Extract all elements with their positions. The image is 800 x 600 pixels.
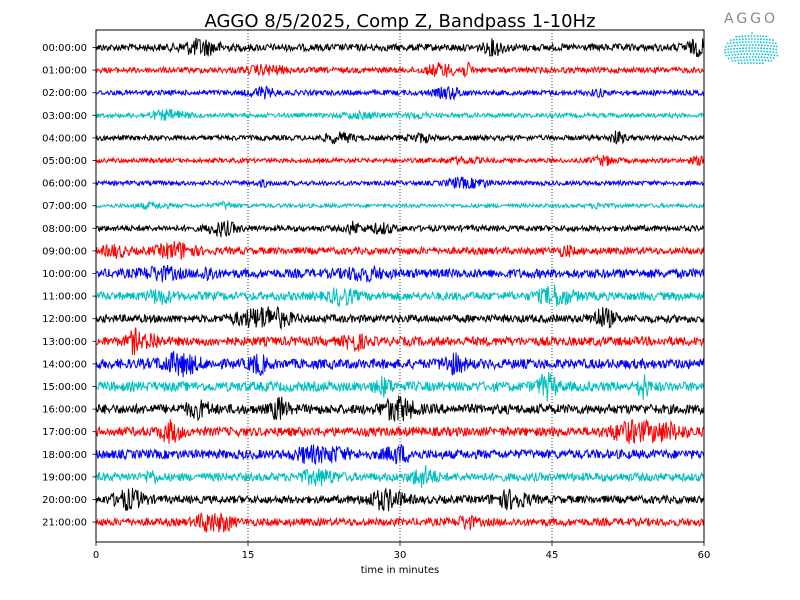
y-tick-label: 15:00:00 (42, 382, 87, 393)
chart-title: AGGO 8/5/2025, Comp Z, Bandpass 1-10Hz (204, 11, 595, 32)
trace-12-00-00 (95, 305, 705, 330)
trace-03-00-00 (95, 109, 705, 121)
trace-04-00-00 (95, 130, 705, 145)
y-tick-label: 00:00:00 (42, 43, 87, 54)
trace-14-00-00 (95, 350, 705, 378)
trace-rows (95, 37, 705, 533)
trace-07-00-00 (95, 200, 705, 211)
x-axis-label: time in minutes (361, 565, 440, 576)
trace-15-00-00 (95, 372, 705, 402)
trace-17-00-00 (95, 418, 705, 445)
plot-frame (95, 29, 705, 543)
y-tick-label: 08:00:00 (42, 224, 87, 235)
x-tick-label: 60 (698, 550, 711, 561)
y-tick-label: 11:00:00 (42, 292, 87, 303)
y-tick-label: 06:00:00 (42, 179, 87, 190)
y-tick-label: 13:00:00 (42, 337, 87, 348)
trace-16-00-00 (95, 395, 705, 422)
y-tick-labels: 00:00:00 01:00:00 02:00:00 03:00:00 04:00:00… (42, 43, 96, 529)
trace-11-00-00 (95, 284, 705, 307)
trace-10-00-00 (95, 264, 705, 284)
trace-01-00-00 (95, 61, 705, 79)
trace-02-00-00 (95, 85, 705, 101)
y-tick-label: 01:00:00 (42, 66, 87, 77)
logo-text: AGGO (724, 11, 778, 27)
y-tick-label: 12:00:00 (42, 314, 87, 325)
y-tick-label: 05:00:00 (42, 156, 87, 167)
y-tick-label: 07:00:00 (42, 201, 87, 212)
y-tick-label: 02:00:00 (42, 88, 87, 99)
trace-08-00-00 (95, 220, 705, 238)
y-tick-label: 19:00:00 (42, 472, 87, 483)
y-tick-label: 17:00:00 (42, 427, 87, 438)
y-tick-label: 10:00:00 (42, 269, 87, 280)
trace-13-00-00 (95, 327, 705, 355)
trace-19-00-00 (95, 465, 705, 488)
x-ticks: 0 15 30 45 60 (93, 542, 711, 561)
y-tick-label: 03:00:00 (42, 111, 87, 122)
aggo-logo: AGGO (724, 11, 779, 65)
y-tick-label: 16:00:00 (42, 405, 87, 416)
x-tick-label: 45 (546, 550, 559, 561)
y-tick-label: 14:00:00 (42, 359, 87, 370)
trace-06-00-00 (95, 176, 705, 190)
trace-21-00-00 (95, 512, 705, 533)
y-tick-label: 20:00:00 (42, 495, 87, 506)
trace-20-00-00 (95, 487, 705, 512)
y-tick-label: 04:00:00 (42, 133, 87, 144)
y-tick-label: 21:00:00 (42, 518, 87, 529)
aggo-globe-logo-icon (724, 32, 779, 65)
x-tick-label: 30 (394, 550, 407, 561)
y-tick-label: 18:00:00 (42, 450, 87, 461)
x-tick-label: 0 (93, 550, 99, 561)
trace-05-00-00 (95, 153, 705, 167)
y-tick-label: 09:00:00 (42, 246, 87, 257)
trace-18-00-00 (95, 443, 705, 466)
x-tick-label: 15 (242, 550, 255, 561)
trace-00-00-00 (95, 37, 705, 58)
trace-09-00-00 (95, 240, 705, 260)
